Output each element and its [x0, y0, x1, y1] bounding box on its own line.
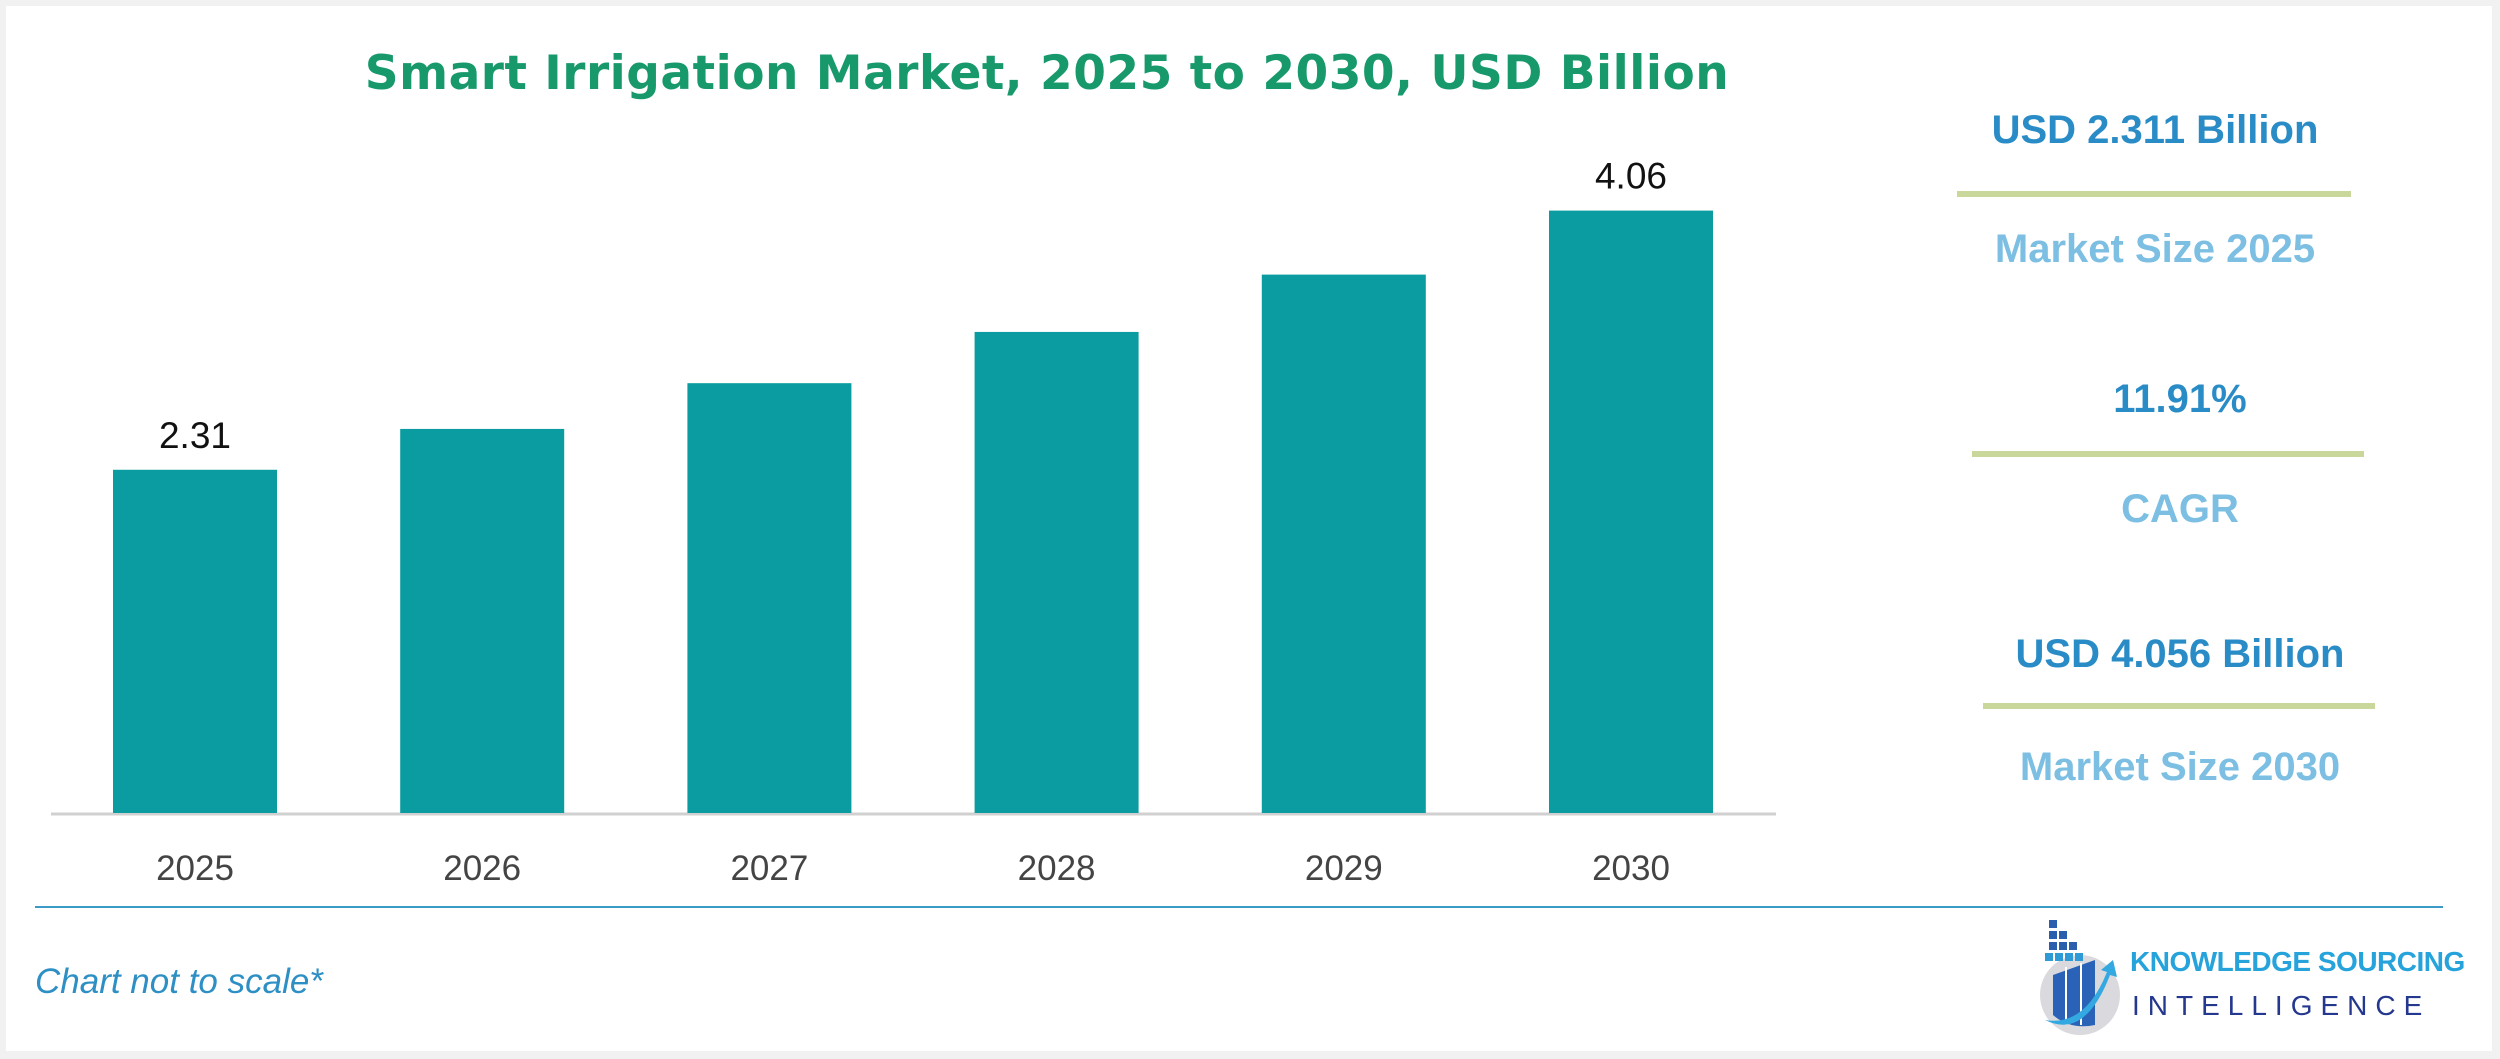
- kpi-market-size-2030-label: Market Size 2030: [2019, 745, 2341, 789]
- kpi-divider: [1957, 191, 2351, 197]
- kpi-market-size-2025-value: USD 2.311 Billion: [1991, 108, 2319, 152]
- bar-2030: [1549, 210, 1713, 813]
- chart-title: Smart Irrigation Market, 2025 to 2030, U…: [364, 46, 1730, 101]
- bar-2028: [974, 331, 1139, 813]
- x-tick-label: 2025: [156, 849, 234, 888]
- logo-text-line1: KNOWLEDGE SOURCING: [2130, 946, 2465, 977]
- x-tick-label: 2026: [443, 849, 521, 888]
- logo-icon: [2040, 920, 2120, 1035]
- footer-divider: [35, 906, 2443, 908]
- kpi-market-size-2030-value: USD 4.056 Billion: [2015, 632, 2345, 676]
- data-label-2030: 4.06: [1595, 156, 1667, 197]
- kpi-divider: [1972, 451, 2364, 457]
- bar-chart: 2025 2.31 2026 2027 2028 2029 2030 4.06: [51, 156, 1776, 888]
- kpi-market-size-2025-label: Market Size 2025: [1994, 227, 2316, 271]
- kpi-cagr-label: CAGR: [2121, 487, 2239, 531]
- x-tick-label: 2030: [1592, 849, 1670, 888]
- x-tick-label: 2029: [1305, 849, 1383, 888]
- bar-2029: [1261, 274, 1426, 813]
- footnote: Chart not to scale*: [35, 962, 323, 1001]
- x-tick-label: 2027: [730, 849, 808, 888]
- bar-2025: [113, 469, 277, 813]
- data-label-2025: 2.31: [159, 415, 231, 456]
- bar-2027: [687, 383, 852, 813]
- x-tick-label: 2028: [1018, 849, 1096, 888]
- kpi-cagr-value: 11.91%: [2113, 377, 2247, 421]
- logo-text-line2: INTELLIGENCE: [2132, 990, 2431, 1021]
- bar-2026: [400, 428, 565, 813]
- kpi-divider: [1983, 703, 2375, 709]
